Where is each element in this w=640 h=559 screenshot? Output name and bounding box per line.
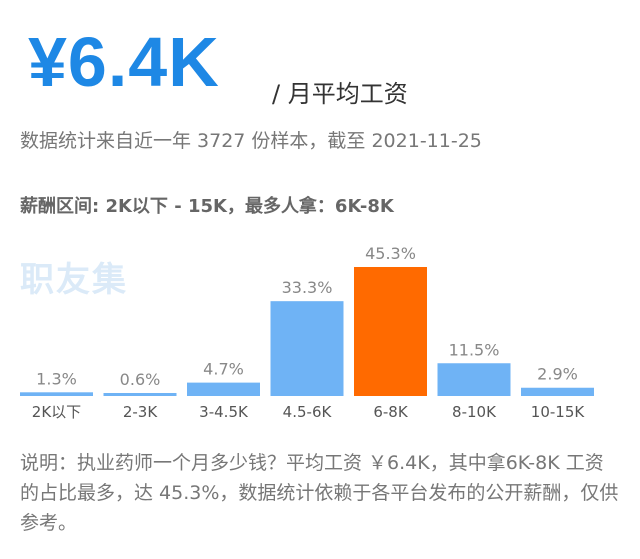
category-label-6: 10-15K bbox=[531, 403, 586, 421]
value-label-6: 2.9% bbox=[537, 365, 578, 384]
value-label-3: 33.3% bbox=[282, 278, 333, 297]
bar-1 bbox=[103, 393, 177, 396]
bar-2 bbox=[187, 382, 260, 396]
brand-watermark: 职友集 bbox=[20, 260, 128, 300]
bar-0 bbox=[20, 392, 93, 396]
description-note: 说明：执业药师一个月多少钱？平均工资 ￥6.4K，其中拿6K-8K 工资的占比最… bbox=[20, 452, 619, 534]
category-label-2: 3-4.5K bbox=[199, 403, 249, 421]
bar-6 bbox=[521, 387, 594, 396]
value-label-1: 0.6% bbox=[120, 370, 161, 389]
category-label-4: 6-8K bbox=[373, 403, 408, 421]
bar-3 bbox=[270, 301, 344, 396]
bar-4 bbox=[354, 267, 427, 396]
salary-distribution-chart: 1.3% 2K以下 0.6% 2-3K 4.7% 3-4.5K 33.3% 4.5-6K 45.… bbox=[20, 244, 594, 421]
value-label-2: 4.7% bbox=[203, 360, 244, 379]
value-label-4: 45.3% bbox=[365, 244, 416, 263]
category-label-1: 2-3K bbox=[123, 403, 158, 421]
category-label-3: 4.5-6K bbox=[283, 403, 333, 421]
sample-statistics: 数据统计来自近一年 3727 份样本，截至 2021-11-25 bbox=[20, 130, 482, 152]
average-salary: ¥6.4K bbox=[28, 23, 220, 101]
category-label-0: 2K以下 bbox=[32, 403, 81, 421]
value-label-5: 11.5% bbox=[449, 340, 500, 359]
category-label-5: 8-10K bbox=[452, 403, 497, 421]
salary-unit: / 月平均工资 bbox=[272, 80, 408, 108]
value-label-0: 1.3% bbox=[36, 369, 77, 388]
salary-range: 薪酬区间: 2K以下 - 15K，最多人拿：6K-8K bbox=[20, 196, 394, 217]
bar-5 bbox=[437, 363, 511, 396]
